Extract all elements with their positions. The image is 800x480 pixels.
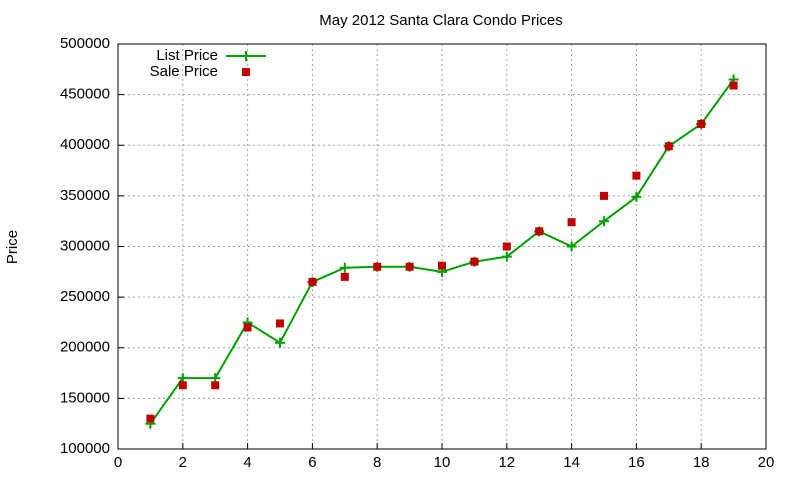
y-tick-label: 150000 — [60, 389, 110, 406]
point — [276, 319, 284, 328]
point — [340, 272, 349, 281]
x-tick-label: 10 — [434, 454, 451, 471]
x-tick-label: 6 — [308, 454, 316, 471]
point — [631, 191, 642, 202]
x-tick-label: 16 — [628, 454, 645, 471]
y-tick-label: 250000 — [60, 288, 110, 305]
plot-frame — [117, 43, 767, 450]
point — [146, 414, 155, 423]
point — [599, 216, 609, 227]
x-tick-label: 14 — [563, 454, 580, 471]
x-tick-label: 4 — [243, 454, 251, 471]
y-tick-label: 350000 — [60, 187, 110, 204]
chart-title: May 2012 Santa Clara Condo Prices — [319, 12, 562, 29]
point — [405, 262, 414, 271]
legend-swatch — [242, 68, 250, 76]
x-tick-label: 2 — [179, 454, 187, 471]
y-tick-label: 400000 — [60, 136, 110, 153]
x-tick-label: 0 — [114, 454, 122, 471]
point — [501, 251, 512, 262]
point — [275, 337, 285, 348]
point — [339, 262, 350, 273]
x-tick-label: 12 — [498, 454, 515, 471]
y-tick-label: 500000 — [60, 35, 110, 52]
y-tick-label: 100000 — [60, 440, 110, 457]
point — [567, 218, 576, 227]
x-tick-label: 20 — [758, 454, 775, 471]
y-tick-label: 200000 — [60, 339, 110, 356]
y-tick-label: 450000 — [60, 86, 110, 103]
x-tick-label: 18 — [693, 454, 710, 471]
point — [535, 227, 544, 236]
point — [243, 323, 252, 332]
point — [211, 381, 220, 390]
y-tick-label: 300000 — [60, 237, 110, 254]
point — [632, 171, 641, 180]
point — [600, 191, 608, 200]
x-tick-label: 8 — [373, 454, 381, 471]
point — [178, 381, 187, 390]
legend-label: Sale Price — [150, 63, 218, 80]
point — [308, 277, 317, 286]
legend-label: List Price — [156, 47, 218, 64]
point — [664, 142, 673, 151]
series-line — [149, 78, 735, 425]
point — [729, 81, 738, 90]
point — [566, 241, 577, 252]
point — [373, 262, 382, 271]
y-axis-label: Price — [4, 230, 21, 264]
legend-swatch — [241, 51, 251, 61]
point — [470, 257, 479, 266]
point — [438, 261, 446, 270]
point — [502, 242, 511, 251]
point — [697, 119, 706, 128]
